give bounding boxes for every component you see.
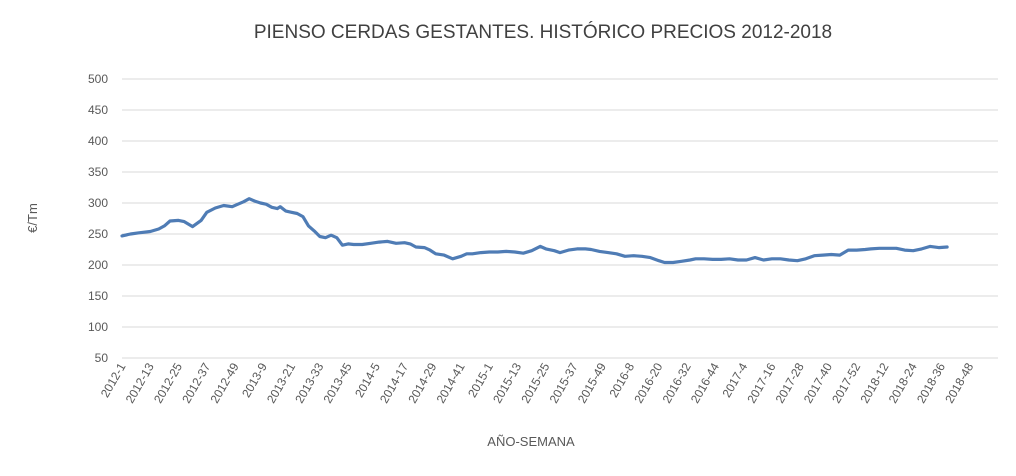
series-line-0 <box>120 197 949 265</box>
y-tick-label: 450 <box>88 103 108 117</box>
x-axis-label: AÑO-SEMANA <box>487 434 575 449</box>
x-tick-label: 2013-45 <box>321 360 355 405</box>
y-tick-label: 250 <box>88 227 108 241</box>
x-tick-label: 2012-1 <box>98 360 129 400</box>
x-tick-label: 2015-1 <box>465 360 496 400</box>
x-tick-label: 2012-49 <box>207 360 241 405</box>
y-tick-label: 200 <box>88 258 108 272</box>
y-tick-label: 50 <box>95 351 109 365</box>
chart-title: PIENSO CERDAS GESTANTES. HISTÓRICO PRECI… <box>254 21 832 43</box>
y-tick-label: 350 <box>88 165 108 179</box>
x-tick-label: 2016-44 <box>688 360 722 405</box>
y-tick-label: 500 <box>88 72 108 86</box>
x-tick-label: 2013-9 <box>239 360 270 400</box>
x-tick-label: 2018-48 <box>942 360 976 405</box>
y-tick-label: 100 <box>88 320 108 334</box>
y-tick-labels: 50 100 150 200 250 300 350 400 450 500 <box>88 72 108 365</box>
series-layer <box>120 197 949 265</box>
y-tick-label: 150 <box>88 289 108 303</box>
y-tick-label: 400 <box>88 134 108 148</box>
x-tick-label: 2014-41 <box>434 360 468 405</box>
x-tick-label: 2014-5 <box>352 360 383 400</box>
gridlines <box>122 78 998 359</box>
x-tick-label: 2016-8 <box>606 360 637 400</box>
x-tick-label: 2015-49 <box>575 360 609 405</box>
y-axis-label: €/Tm <box>25 203 40 233</box>
x-tick-label: 2017-4 <box>719 360 750 400</box>
x-tick-labels: 2012-12012-132012-252012-372012-492013-9… <box>98 360 977 405</box>
y-tick-label: 300 <box>88 196 108 210</box>
